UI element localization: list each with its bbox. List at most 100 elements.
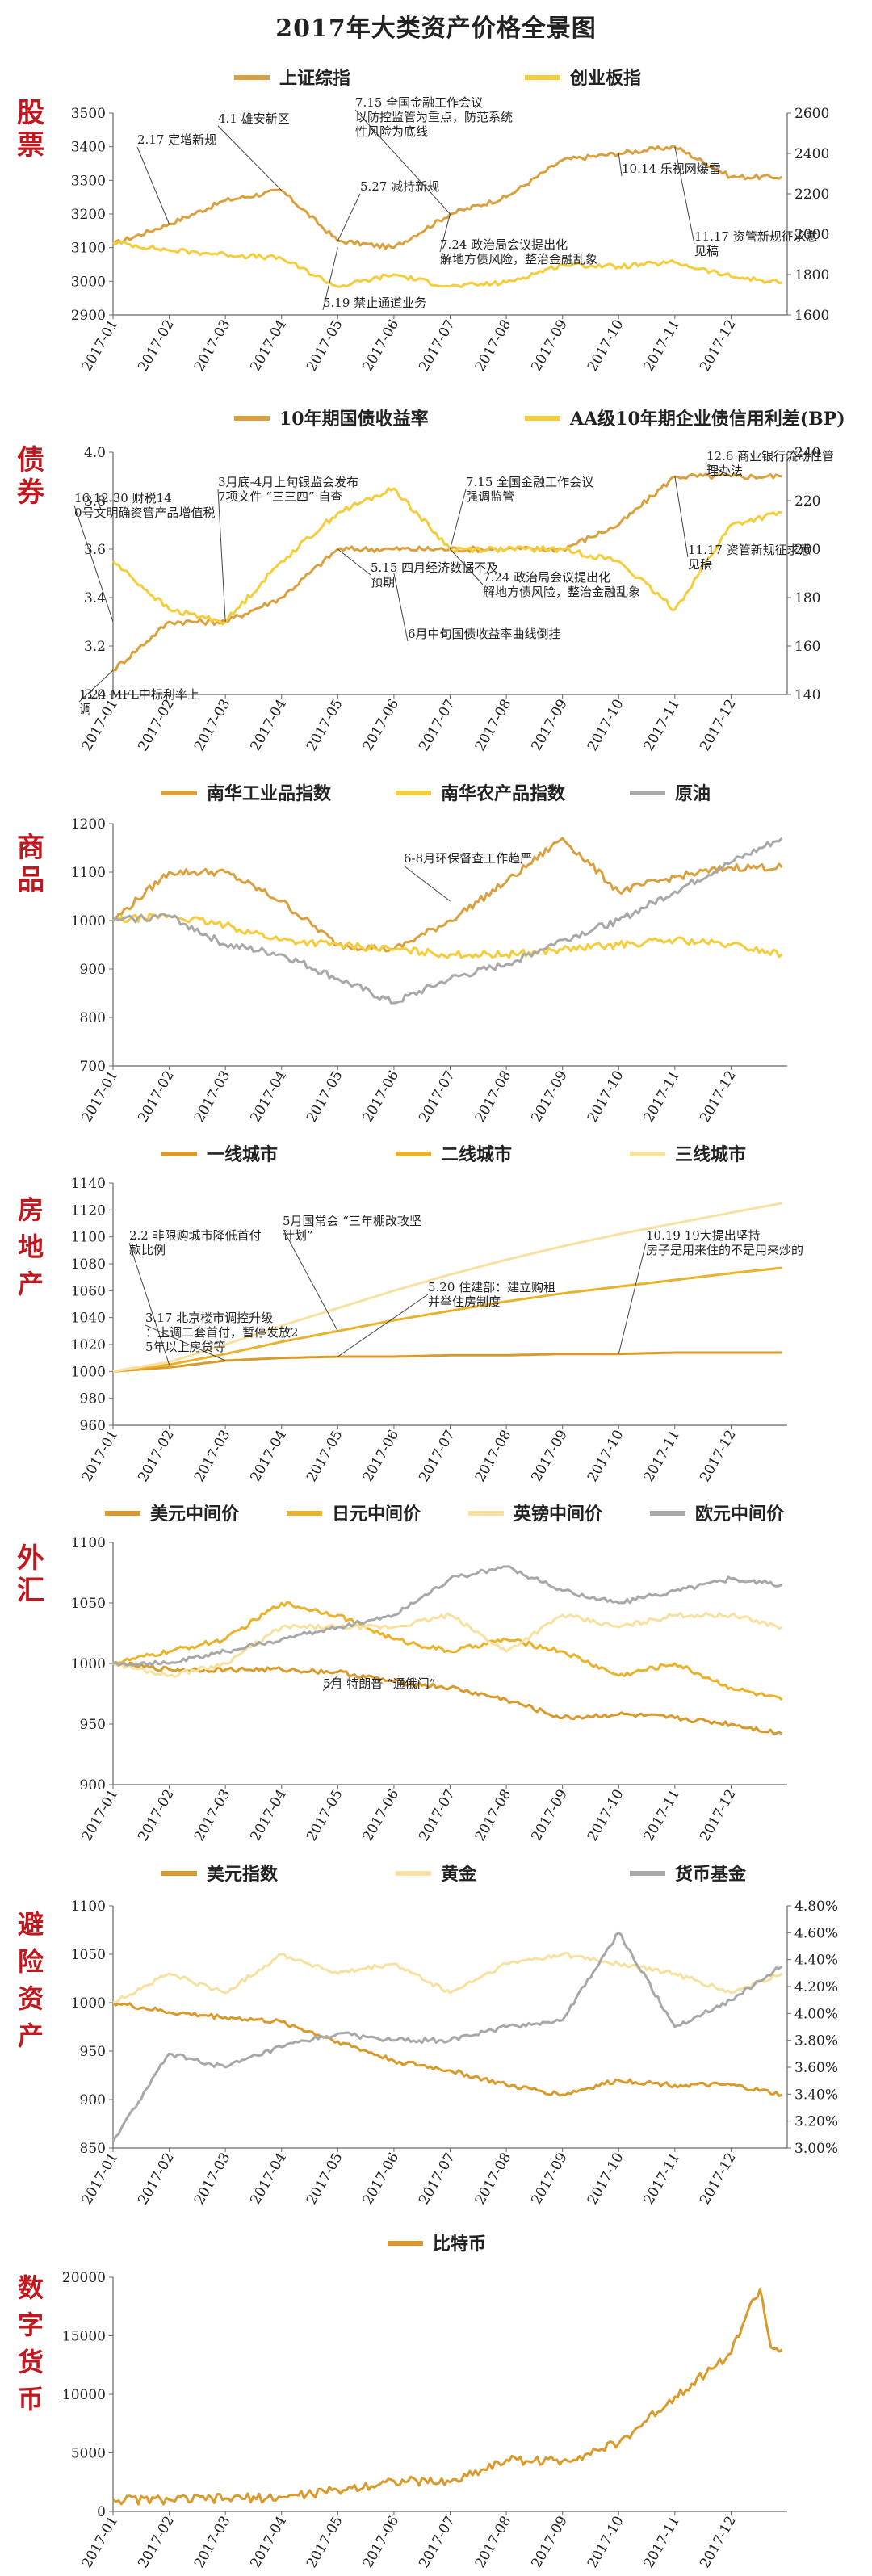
y-tick-label-left: 3.0	[84, 687, 106, 703]
annotation-leader	[337, 193, 361, 241]
legend-label: 10年期国债收益率	[279, 409, 429, 430]
x-tick-label: 2017-11	[641, 1787, 684, 1844]
legend-label: AA级10年期企业债信用利差(BP)	[569, 409, 845, 430]
x-tick-label: 2017-08	[472, 1068, 515, 1126]
series-line	[112, 1266, 782, 1373]
x-tick-label: 2017-08	[472, 317, 515, 375]
series-line	[112, 240, 782, 289]
x-tick-label: 2017-09	[528, 317, 571, 375]
series-line	[111, 2001, 782, 2098]
y-tick-label-left: 3000	[71, 274, 106, 290]
x-tick-label: 2017-10	[585, 1428, 627, 1485]
annotation: 2.2 非限购城市降低首付款比例	[129, 1228, 262, 1257]
annotation: 7.15 全国金融工作会议以防控监管为重点，防范系统性风险为底线	[355, 95, 513, 139]
x-tick-label: 2017-01	[79, 2514, 122, 2569]
x-tick-label: 2017-03	[191, 1068, 234, 1126]
y-tick-label-left: 3.4	[84, 590, 106, 606]
annotation: 11.17 资管新规征求意见稿	[688, 543, 811, 572]
y-tick-label-left: 0	[97, 2504, 106, 2520]
annotation-leader	[217, 489, 226, 623]
x-tick-label: 2017-09	[528, 1428, 571, 1485]
y-tick-label-right: 2600	[794, 106, 829, 122]
y-tick-label-right: 200	[794, 542, 820, 558]
y-tick-label-left: 1050	[71, 1947, 106, 1963]
x-tick-label: 2017-05	[304, 317, 346, 375]
annotation: 6-8月环保督查工作趋严	[404, 851, 532, 866]
x-tick-label: 2017-11	[641, 317, 684, 375]
x-tick-label: 2017-07	[416, 1428, 459, 1485]
y-tick-label-left: 3.8	[84, 493, 106, 510]
annotation: 16.12.30 财税14 0号文明确资管产品增值税	[74, 491, 216, 520]
real-estate-panel: 房地产 一线城市 二线城市 三线城市 960 980 1000 1020 1040 1060 10…	[0, 1135, 872, 1490]
legend-label: 美元中间价	[150, 1504, 240, 1525]
x-tick-label: 2017-01	[79, 1428, 122, 1485]
x-tick-label: 2017-04	[247, 317, 290, 375]
y-tick-label-left: 900	[80, 1777, 106, 1794]
x-tick-label: 2017-05	[304, 1787, 346, 1844]
y-tick-label-left: 1000	[71, 913, 106, 929]
x-tick-label: 2017-06	[360, 1068, 403, 1126]
bonds-panel: 债券 10年期国债收益率 AA级10年期企业债信用利差(BP) 3.0 3.2 3.4 3…	[0, 396, 872, 767]
x-tick-label: 2017-12	[697, 2514, 740, 2569]
annotation-leader	[337, 1294, 429, 1357]
y-tick-label-right: 4.20%	[794, 1979, 838, 1995]
x-tick-label: 2017-02	[135, 697, 178, 754]
legend-label: 美元指数	[207, 1864, 279, 1885]
legend-label: 黄金	[441, 1864, 477, 1885]
series-line	[112, 1601, 783, 1701]
x-tick-label: 2017-04	[247, 2514, 290, 2569]
commodities-chart: 南华工业品指数 南华农产品指数 原油 700 800 900 1000 1100 1200 201…	[71, 783, 787, 1126]
y-tick-label-left: 1140	[71, 1176, 106, 1192]
annotation-leader	[128, 1242, 170, 1366]
y-tick-label-left: 1100	[71, 1230, 106, 1246]
x-tick-label: 2017-02	[135, 1787, 178, 1844]
legend-label: 二线城市	[441, 1144, 512, 1165]
real-estate-chart: 一线城市 二线城市 三线城市 960 980 1000 1020 1040 1060 1080 11…	[71, 1144, 803, 1485]
x-tick-label: 2017-06	[360, 1787, 403, 1844]
x-tick-label: 2017-07	[416, 2150, 459, 2208]
x-tick-label: 2017-04	[247, 1428, 290, 1485]
y-tick-label-left: 900	[80, 2092, 106, 2108]
x-tick-label: 2017-08	[472, 697, 515, 754]
x-tick-label: 2017-12	[697, 1428, 740, 1485]
y-tick-label-left: 950	[80, 1717, 106, 1733]
legend: 美元指数 黄金 货币基金	[161, 1864, 747, 1885]
x-tick-label: 2017-07	[416, 317, 459, 375]
legend-label: 日元中间价	[332, 1504, 421, 1525]
y-tick-label-right: 2000	[794, 227, 829, 243]
y-tick-label-right: 240	[794, 445, 820, 461]
y-tick-label-left: 900	[80, 962, 106, 978]
y-tick-label-left: 5000	[71, 2446, 106, 2462]
section-label: 商品	[17, 832, 44, 896]
x-tick-label: 2017-11	[641, 1428, 684, 1485]
legend-label: 一线城市	[207, 1144, 278, 1165]
y-tick-label-right: 4.40%	[794, 1953, 838, 1969]
legend-label: 原油	[675, 783, 711, 804]
legend: 比特币	[388, 2234, 486, 2255]
annotation-leader	[354, 109, 451, 215]
stocks-panel: 股票 上证综指 创业板指 2900 3000 3100 3200 3300 3400 3500 1…	[0, 48, 872, 388]
section-label: 房地产	[17, 1194, 44, 1299]
series-line	[111, 487, 782, 626]
legend-label: 欧元中间价	[695, 1504, 785, 1525]
x-tick-label: 2017-08	[472, 1428, 515, 1485]
annotation-leader	[145, 1324, 226, 1361]
y-tick-label-left: 3300	[71, 173, 106, 189]
x-tick-label: 2017-09	[528, 1068, 571, 1126]
series-line	[112, 1611, 783, 1678]
y-tick-label-left: 1100	[71, 1535, 106, 1551]
legend: 一线城市 二线城市 三线城市	[161, 1144, 746, 1165]
legend-label: 南华工业品指数	[207, 783, 332, 804]
legend: 上证综指 创业板指	[234, 68, 641, 89]
legend-label: 创业板指	[569, 68, 641, 89]
annotation: 6月中旬国债收益率曲线倒挂	[408, 627, 561, 641]
series-line	[111, 1931, 783, 2142]
y-tick-label-right: 140	[794, 687, 820, 703]
annotation-leader	[78, 669, 114, 703]
legend: 10年期国债收益率 AA级10年期企业债信用利差(BP)	[234, 409, 845, 430]
x-tick-label: 2017-02	[135, 317, 178, 375]
x-tick-label: 2017-03	[191, 317, 234, 375]
fx-chart: 美元中间价 日元中间价 英镑中间价 欧元中间价 900 950 1000 1050 1100 20…	[71, 1504, 787, 1844]
x-tick-label: 2017-06	[360, 317, 403, 374]
x-tick-label: 2017-10	[585, 2150, 627, 2208]
